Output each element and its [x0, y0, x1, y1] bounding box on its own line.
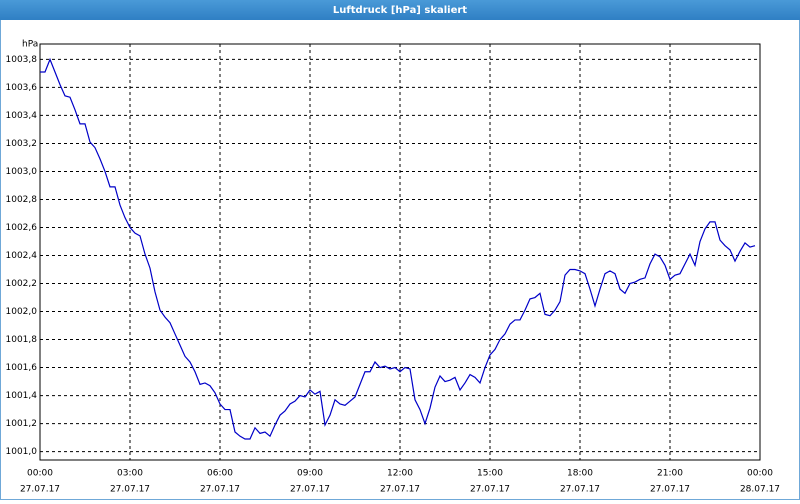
x-tick-date: 27.07.17: [470, 485, 510, 495]
y-tick-label: 1001,4: [6, 391, 38, 401]
y-axis-label: hPa: [22, 40, 38, 50]
x-tick-date: 27.07.17: [560, 485, 600, 495]
y-tick-label: 1001,6: [6, 363, 38, 373]
x-tick-label: 06:00: [207, 469, 233, 479]
y-tick-label: 1002,6: [6, 223, 38, 233]
x-tick-date: 27.07.17: [110, 485, 150, 495]
x-tick-label: 18:00: [567, 469, 593, 479]
y-tick-label: 1001,2: [6, 419, 38, 429]
y-tick-label: 1003,4: [6, 111, 38, 121]
x-tick-date: 27.07.17: [200, 485, 240, 495]
x-tick-date: 27.07.17: [290, 485, 330, 495]
plot: 1001,0 1001,2 1001,4 1001,6 1001,8 1002,0 1002…: [6, 43, 780, 495]
x-tick-date: 27.07.17: [20, 485, 60, 495]
line-series: [40, 57, 756, 440]
x-tick-label: 12:00: [387, 469, 413, 479]
y-tick-label: 1001,0: [6, 447, 38, 457]
x-tick-date: 28.07.17: [740, 485, 780, 495]
x-tick-label: 21:00: [657, 469, 683, 479]
y-tick-label: 1002,4: [6, 251, 38, 261]
y-tick-label: 1002,2: [6, 279, 38, 289]
x-tick-label: 03:00: [117, 469, 143, 479]
y-tick-label: 1003,6: [6, 83, 38, 93]
plot-border: [39, 43, 761, 461]
y-tick-label: 1001,8: [6, 335, 38, 345]
y-tick-label: 1003,2: [6, 139, 38, 149]
y-tick-label: 1002,8: [6, 195, 38, 205]
y-tick-label: 1003,0: [6, 167, 38, 177]
x-tick-label: 00:00: [747, 469, 773, 479]
y-tick-label: 1003,8: [6, 55, 38, 65]
x-tick-label: 00:00: [27, 469, 53, 479]
x-tick-label: 09:00: [297, 469, 323, 479]
y-tick-label: 1002,0: [6, 307, 38, 317]
x-tick-date: 27.07.17: [650, 485, 690, 495]
chart-title: Luftdruck [hPa] skaliert: [333, 5, 467, 16]
x-tick-label: 15:00: [477, 469, 503, 479]
title-bar: [0, 0, 800, 20]
x-tick-date: 27.07.17: [380, 485, 420, 495]
